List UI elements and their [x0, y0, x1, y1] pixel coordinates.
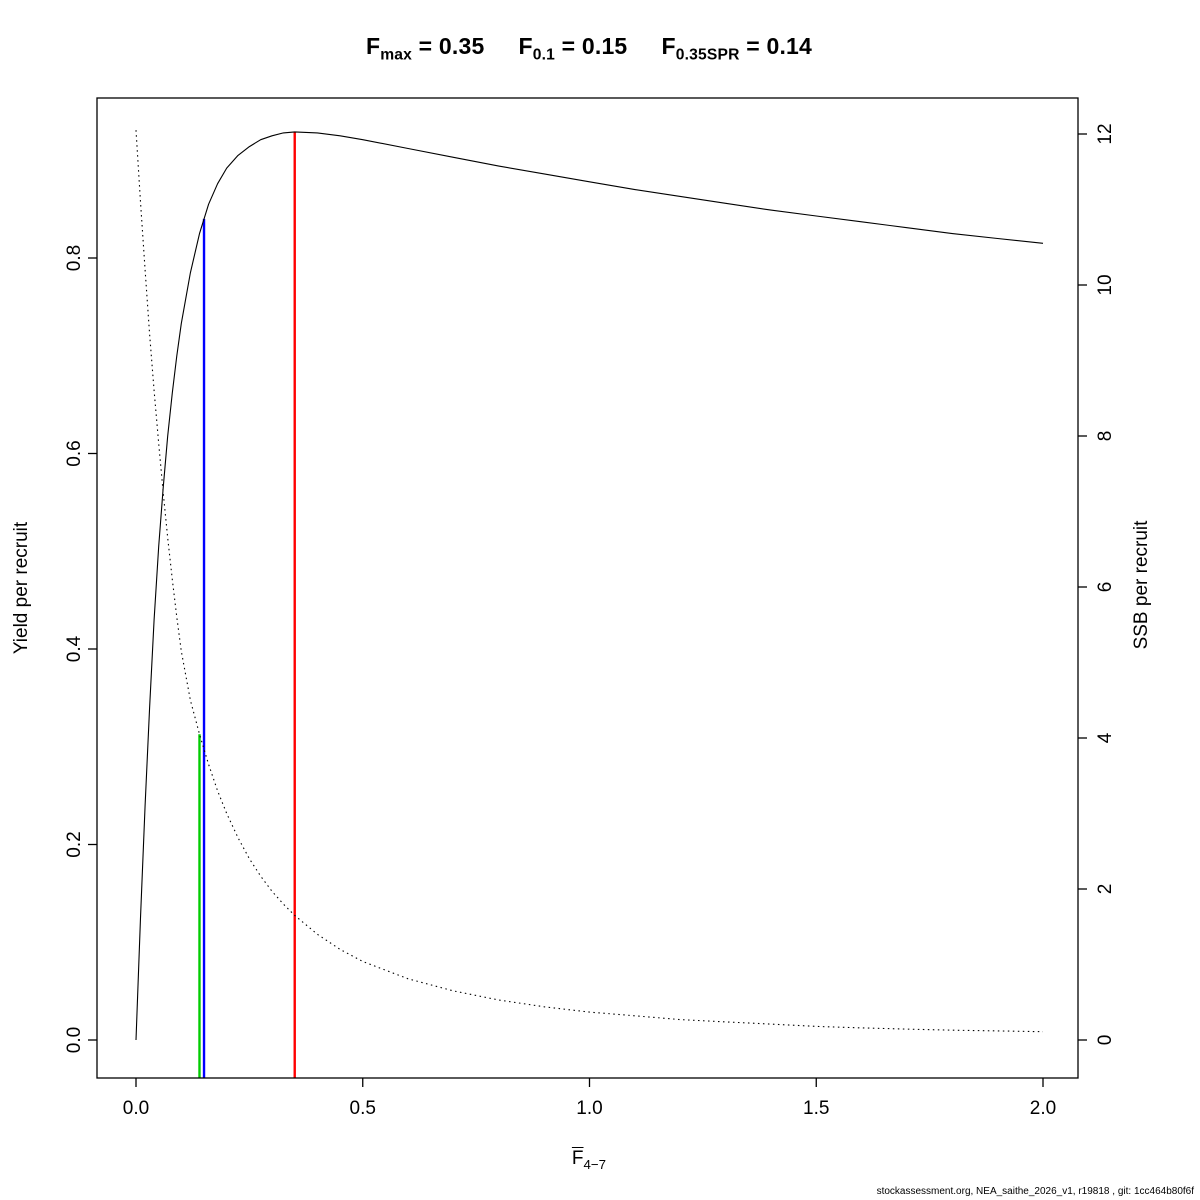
y-left-tick-label: 0.2	[64, 831, 85, 857]
x-tick-label: 1.0	[576, 1098, 602, 1119]
series-yield-per-recruit	[135, 131, 1044, 1041]
plot-box	[96, 97, 1079, 1079]
y-right-tick-label: 6	[1095, 582, 1116, 593]
y-right-tick-label: 8	[1095, 431, 1116, 442]
x-axis-label: F4−7	[0, 1148, 1178, 1172]
y-right-tick-label: 10	[1095, 274, 1116, 295]
y-left-tick-label: 0.0	[64, 1027, 85, 1053]
y-right-tick-label: 0	[1095, 1035, 1116, 1046]
y-left-tick-label: 0.6	[64, 440, 85, 466]
chart-title: Fmax = 0.35 F0.1 = 0.15 F0.35SPR = 0.14	[0, 33, 1178, 65]
y-left-tick-label: 0.8	[64, 245, 85, 271]
x-axis-label-base: F	[571, 1148, 584, 1169]
x-tick-label: 0.5	[350, 1098, 376, 1119]
x-tick-label: 1.5	[803, 1098, 829, 1119]
y-right-tick-label: 2	[1095, 884, 1116, 895]
title-term-F_0.1: F0.1 = 0.15	[518, 33, 628, 64]
y-right-tick-label: 4	[1095, 732, 1116, 743]
x-tick-label: 2.0	[1030, 1098, 1056, 1119]
y-left-axis-label: Yield per recruit	[11, 521, 32, 655]
x-tick-label: 0.0	[123, 1098, 149, 1119]
y-right-tick-label: 12	[1095, 123, 1116, 144]
series-ssb-per-recruit	[135, 130, 1044, 1033]
title-term-F_max: Fmax = 0.35	[365, 33, 485, 64]
x-axis-label-subscript: 4−7	[583, 1156, 607, 1172]
footer-attribution: stockassessment.org, NEA_saithe_2026_v1,…	[876, 1186, 1194, 1197]
y-right-axis-label: SSB per recruit	[1131, 520, 1152, 650]
y-left-tick-label: 0.4	[64, 635, 85, 662]
title-term-F_0.35SPR: F0.35SPR = 0.14	[661, 33, 813, 64]
